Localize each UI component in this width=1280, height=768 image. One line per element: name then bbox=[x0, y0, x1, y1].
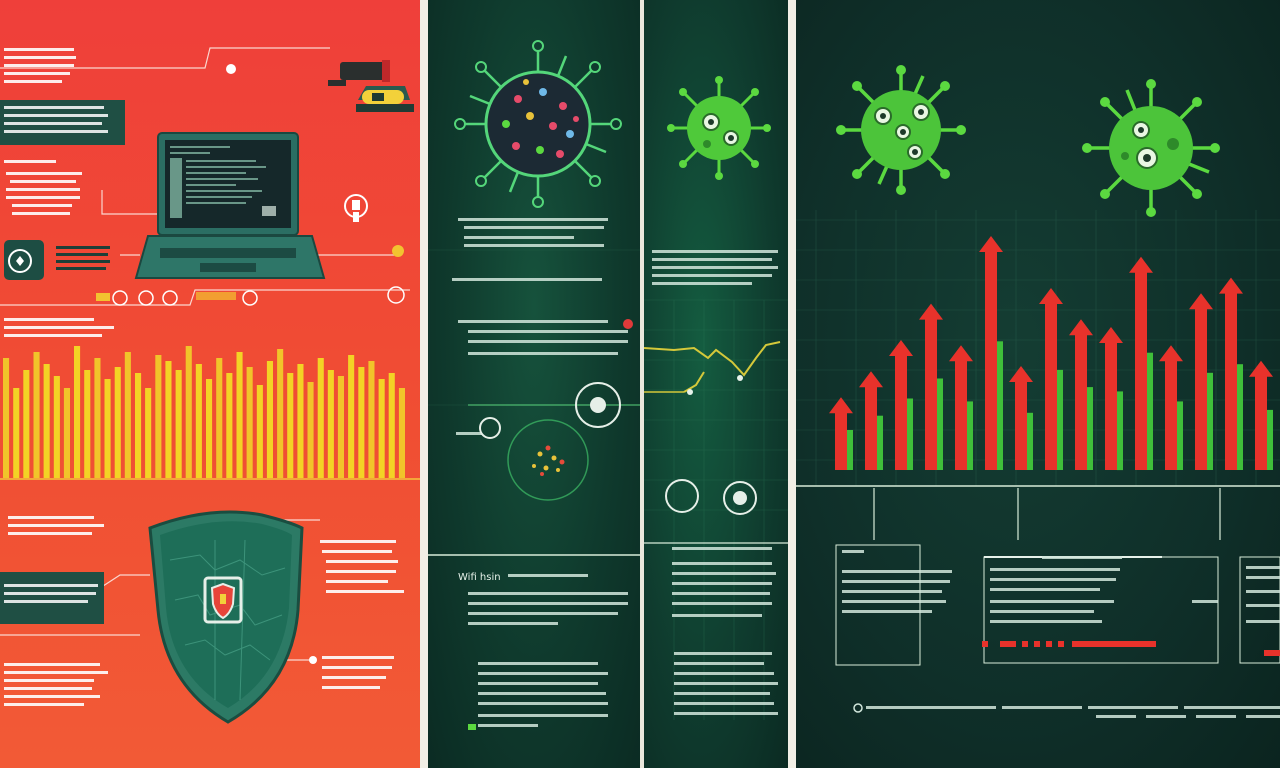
bar bbox=[94, 358, 101, 478]
bar bbox=[266, 361, 273, 478]
bar bbox=[124, 352, 131, 478]
bar bbox=[114, 367, 121, 478]
arrow-up-icon bbox=[1039, 288, 1063, 304]
arrow-up-icon bbox=[1099, 327, 1123, 343]
bar bbox=[368, 361, 375, 478]
arrow-up-icon bbox=[1189, 293, 1213, 310]
bar bbox=[3, 358, 10, 478]
bar bbox=[216, 358, 223, 478]
arrow-up-icon bbox=[829, 397, 853, 414]
arrow-up-icon bbox=[859, 371, 883, 388]
arrow-bar bbox=[1159, 345, 1183, 470]
bar bbox=[13, 388, 20, 478]
arrow-bar bbox=[949, 345, 973, 470]
arrow-bar bbox=[1219, 277, 1243, 470]
bar bbox=[348, 355, 355, 478]
bar bbox=[135, 373, 142, 478]
arrow-bar bbox=[1069, 319, 1093, 470]
panel-divider bbox=[788, 0, 796, 768]
arrow-bar bbox=[1039, 288, 1063, 470]
arrow-bar bbox=[1009, 366, 1033, 470]
bar bbox=[195, 364, 202, 478]
bar bbox=[145, 388, 152, 478]
bar bbox=[307, 382, 314, 478]
bar bbox=[23, 370, 30, 478]
virus-icon bbox=[454, 40, 622, 208]
arrow-up-icon bbox=[889, 340, 913, 356]
bar bbox=[297, 364, 304, 478]
bar bbox=[277, 349, 284, 478]
virus-icon bbox=[667, 76, 771, 180]
bar bbox=[246, 367, 253, 478]
bar bbox=[104, 379, 111, 478]
bar bbox=[175, 370, 182, 478]
arrow-up-icon bbox=[1129, 256, 1153, 273]
bar bbox=[33, 352, 40, 478]
green-panel-graphics: Wifi hsin bbox=[428, 40, 640, 730]
arrow-up-icon bbox=[1159, 345, 1183, 362]
arrow-bar bbox=[829, 397, 853, 470]
arrow-up-icon bbox=[1069, 319, 1093, 336]
bar bbox=[185, 346, 192, 478]
bar bbox=[84, 370, 91, 478]
bar bbox=[388, 373, 395, 478]
virus-icon bbox=[836, 65, 966, 195]
virus-icon bbox=[1082, 79, 1220, 217]
green-infographic-panel-2 bbox=[644, 0, 788, 768]
arrow-bar bbox=[1099, 327, 1123, 471]
section-heading: Wifi hsin bbox=[458, 572, 501, 583]
camera-icon bbox=[328, 60, 414, 112]
red-panel-graphics bbox=[0, 47, 420, 724]
arrow-up-icon bbox=[919, 303, 943, 320]
bar bbox=[206, 379, 213, 478]
bar bbox=[74, 346, 81, 478]
arrow-bar bbox=[859, 371, 883, 470]
arrow-up-icon bbox=[949, 345, 973, 362]
bar bbox=[43, 364, 50, 478]
laptop-icon bbox=[134, 132, 326, 279]
arrow-up-icon bbox=[1009, 366, 1033, 382]
arrow-bar bbox=[979, 236, 1003, 470]
bar bbox=[287, 373, 294, 478]
arrow-bar bbox=[919, 303, 943, 470]
bar bbox=[63, 388, 70, 478]
lightbulb-icon bbox=[344, 194, 368, 222]
globe-icon bbox=[507, 419, 589, 501]
bar bbox=[358, 367, 365, 478]
dark-infographic-panel bbox=[796, 0, 1280, 768]
green-infographic-panel: Wifi hsin bbox=[428, 0, 640, 768]
red-infographic-panel bbox=[0, 0, 420, 768]
green-panel-2-graphics bbox=[644, 76, 788, 720]
arrow-bar bbox=[1189, 293, 1213, 470]
arrow-bar bbox=[1129, 256, 1153, 470]
panel-divider bbox=[420, 0, 428, 768]
arrow-bar-chart bbox=[829, 236, 1273, 471]
bar bbox=[378, 379, 385, 478]
arrow-bar bbox=[889, 340, 913, 470]
panel-divider bbox=[640, 0, 644, 768]
shield-icon bbox=[148, 510, 304, 724]
bar bbox=[155, 355, 162, 478]
arrow-up-icon bbox=[979, 236, 1003, 252]
bar bbox=[53, 376, 60, 478]
dark-panel-graphics bbox=[796, 65, 1280, 718]
arrow-up-icon bbox=[1219, 277, 1243, 294]
bar bbox=[165, 361, 172, 478]
bar bbox=[398, 388, 405, 478]
bar bbox=[226, 373, 233, 478]
bar bbox=[236, 352, 243, 478]
arrow-up-icon bbox=[1249, 360, 1273, 377]
arrow-bar bbox=[1249, 360, 1273, 470]
bar bbox=[256, 385, 263, 478]
bar bbox=[317, 358, 324, 478]
yellow-bar-chart bbox=[3, 346, 405, 478]
bar bbox=[327, 370, 334, 478]
bar bbox=[337, 376, 344, 478]
